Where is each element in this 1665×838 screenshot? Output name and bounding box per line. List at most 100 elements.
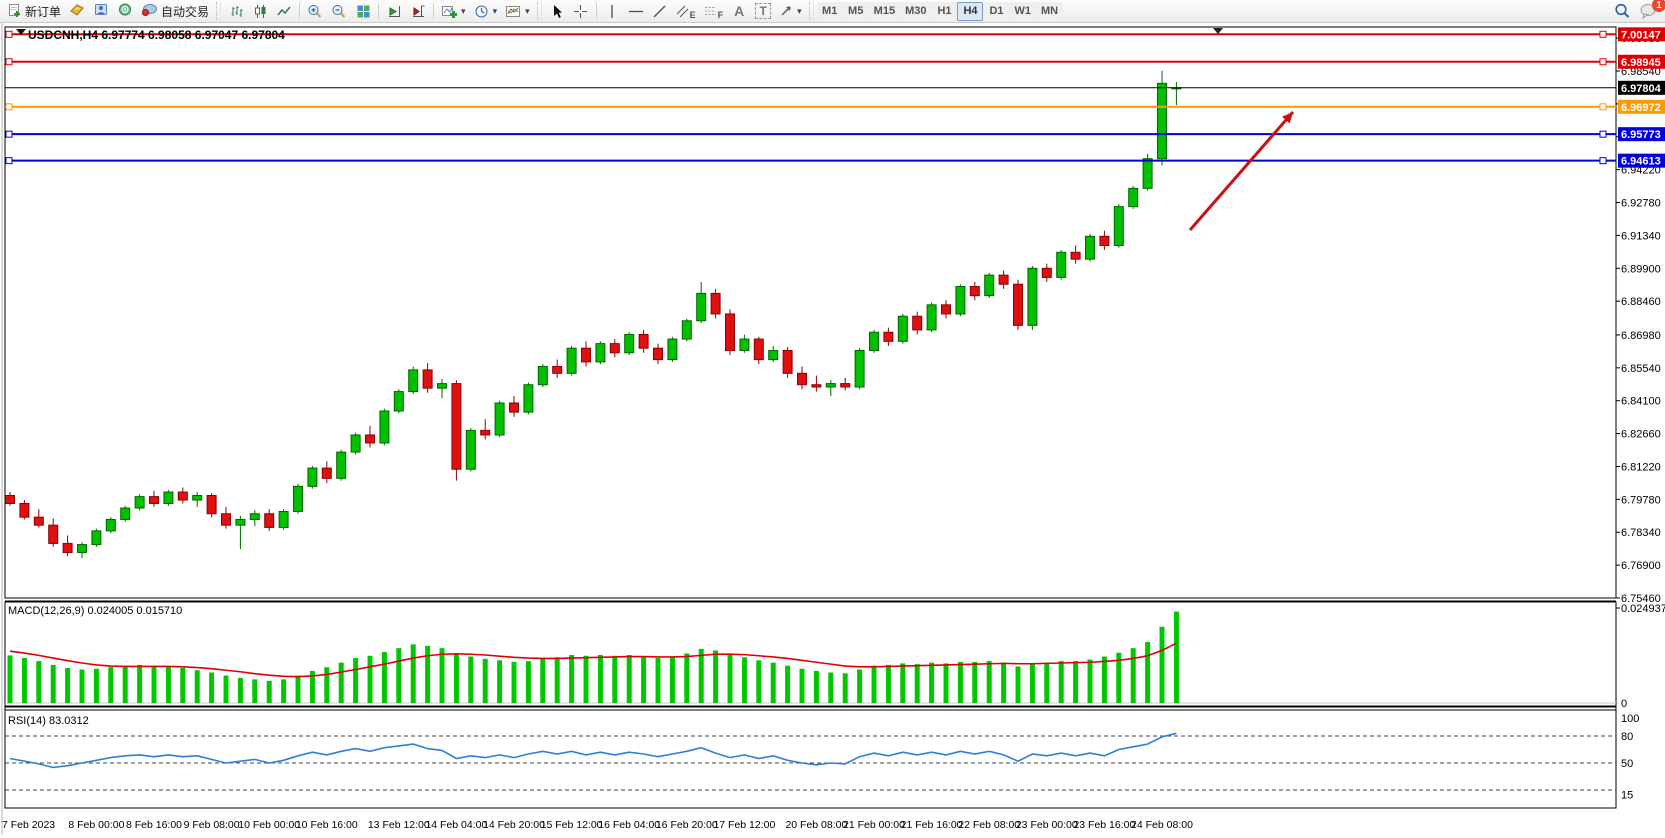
macd-bar xyxy=(871,665,877,703)
macd-bar xyxy=(36,661,42,703)
time-axis-label: 9 Feb 08:00 xyxy=(184,819,240,831)
time-axis-label: 16 Feb 20:00 xyxy=(656,819,718,831)
add-indicator-button[interactable]: ▾ xyxy=(437,1,470,21)
new-order-button[interactable]: 新订单 xyxy=(4,1,65,21)
timeframe-MN[interactable]: MN xyxy=(1035,1,1064,21)
line-handle[interactable] xyxy=(1599,130,1607,138)
candle-down xyxy=(149,496,159,504)
macd-bar xyxy=(799,668,805,703)
time-axis-label: 8 Feb 16:00 xyxy=(126,819,182,831)
line-handle[interactable] xyxy=(1599,58,1607,66)
chart-shift-button[interactable] xyxy=(406,1,430,21)
candle-up xyxy=(105,518,116,532)
line-handle[interactable] xyxy=(5,30,13,38)
macd-bar xyxy=(727,654,733,703)
annotation-arrow[interactable] xyxy=(1188,111,1295,231)
autotrading-icon xyxy=(141,2,158,20)
candle-down xyxy=(883,331,894,342)
line-handle[interactable] xyxy=(1599,103,1607,111)
timeframe-M15[interactable]: M15 xyxy=(868,1,901,21)
timeframe-H4[interactable]: H4 xyxy=(957,1,984,21)
zoom-out-button[interactable] xyxy=(327,1,351,21)
toolbar-subseparator xyxy=(595,3,597,19)
macd-bar xyxy=(612,655,618,703)
tile-windows-button[interactable] xyxy=(351,1,375,21)
line-handle[interactable] xyxy=(1599,157,1607,165)
candlestick-chart-button[interactable] xyxy=(248,1,272,21)
timeframe-W1[interactable]: W1 xyxy=(1009,1,1036,21)
macd-bar xyxy=(410,644,416,703)
autotrading-button[interactable]: 自动交易 xyxy=(137,1,213,21)
candle-up xyxy=(278,510,289,528)
line-chart-button[interactable] xyxy=(272,1,296,21)
arrows-tool-button[interactable]: ▾ xyxy=(775,1,806,21)
candle-down xyxy=(5,494,15,504)
candle-up xyxy=(77,544,87,554)
one-click-trading-caret[interactable] xyxy=(16,29,26,35)
search-button[interactable] xyxy=(1610,1,1635,21)
fibonacci-icon xyxy=(704,6,716,15)
terminal-button[interactable] xyxy=(113,1,137,21)
candle-up xyxy=(307,467,318,487)
line-handle[interactable] xyxy=(5,58,13,66)
periods-button[interactable]: ▾ xyxy=(470,1,502,21)
auto-scroll-button[interactable] xyxy=(382,1,406,21)
macd-bar xyxy=(655,658,661,703)
macd-bar xyxy=(885,664,891,703)
cursor-button[interactable] xyxy=(545,1,569,21)
timeframe-D1[interactable]: D1 xyxy=(983,1,1010,21)
candle-down xyxy=(509,402,519,413)
bar-chart-button[interactable] xyxy=(224,1,248,21)
macd-bar xyxy=(425,645,431,703)
candle-up xyxy=(1085,235,1095,260)
line-handle[interactable] xyxy=(1599,30,1607,38)
text-label-button[interactable]: T xyxy=(751,1,775,21)
macd-bar xyxy=(108,667,114,703)
line-handle[interactable] xyxy=(5,103,13,111)
macd-bar xyxy=(324,667,330,703)
text-tool-button[interactable]: A xyxy=(727,1,751,21)
chart-canvas[interactable]: 6.999806.985406.971006.956606.942206.927… xyxy=(0,23,1665,838)
vertical-line-button[interactable] xyxy=(600,1,624,21)
macd-bar xyxy=(684,653,690,703)
horizontal-line-button[interactable] xyxy=(624,1,648,21)
macd-bar xyxy=(93,668,99,703)
time-axis-label: 16 Feb 04:00 xyxy=(598,819,660,831)
candle-down xyxy=(552,365,563,374)
time-axis-label: 8 Feb 00:00 xyxy=(68,819,124,831)
fibonacci-button[interactable]: F xyxy=(700,1,728,21)
macd-bar xyxy=(353,658,359,703)
line-handle[interactable] xyxy=(5,130,13,138)
macd-bar xyxy=(857,669,863,703)
crosshair-button[interactable] xyxy=(569,1,593,21)
notifications-button[interactable]: 1 xyxy=(1635,0,1665,21)
macd-bar xyxy=(381,651,387,703)
market-watch-button[interactable] xyxy=(65,1,89,21)
tile-windows-icon xyxy=(357,5,370,17)
candle-down xyxy=(221,513,231,526)
candle-down xyxy=(365,434,375,444)
price-tick-label: 6.98540 xyxy=(1621,66,1661,78)
chart-shift-marker[interactable] xyxy=(1213,28,1223,34)
timeframe-M30[interactable]: M30 xyxy=(900,1,932,21)
templates-button[interactable]: ▾ xyxy=(501,1,534,21)
timeframe-M1[interactable]: M1 xyxy=(816,1,843,21)
chart-window[interactable]: 6.999806.985406.971006.956606.942206.927… xyxy=(0,23,1665,838)
zoom-in-button[interactable] xyxy=(303,1,327,21)
timeframe-H1[interactable]: H1 xyxy=(931,1,958,21)
main-toolbar: 新订单 自动交易 xyxy=(0,0,1665,23)
dropdown-caret: ▾ xyxy=(797,5,802,16)
candle-down xyxy=(1099,235,1110,246)
trendline-button[interactable] xyxy=(648,1,672,21)
macd-bar xyxy=(626,654,632,703)
macd-scale-min: 0 xyxy=(1621,698,1627,710)
macd-bar xyxy=(7,655,13,703)
macd-bar xyxy=(165,666,171,703)
line-handle[interactable] xyxy=(5,157,13,165)
macd-histogram xyxy=(7,611,1179,703)
equidistant-channel-button[interactable]: E xyxy=(672,1,700,21)
rsi-indicator-label: RSI(14) 83.0312 xyxy=(8,715,89,727)
autotrading-label: 自动交易 xyxy=(161,4,210,19)
navigator-button[interactable] xyxy=(89,1,113,21)
timeframe-M5[interactable]: M5 xyxy=(842,1,869,21)
